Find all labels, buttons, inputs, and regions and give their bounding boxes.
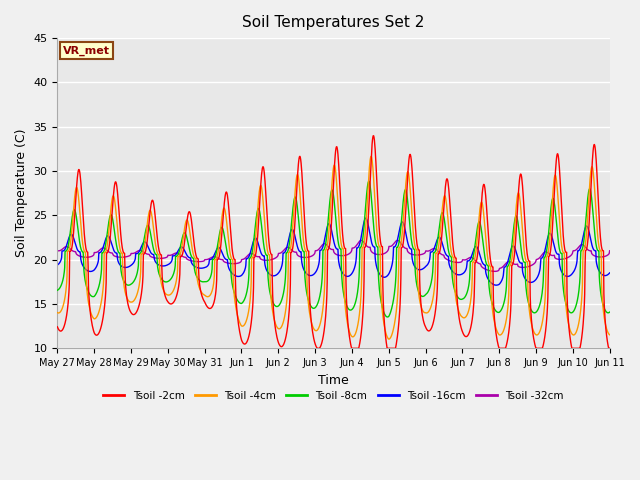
X-axis label: Time: Time bbox=[318, 373, 349, 386]
Y-axis label: Soil Temperature (C): Soil Temperature (C) bbox=[15, 129, 28, 257]
Text: VR_met: VR_met bbox=[63, 46, 110, 56]
Legend: Tsoil -2cm, Tsoil -4cm, Tsoil -8cm, Tsoil -16cm, Tsoil -32cm: Tsoil -2cm, Tsoil -4cm, Tsoil -8cm, Tsoi… bbox=[99, 387, 568, 405]
Title: Soil Temperatures Set 2: Soil Temperatures Set 2 bbox=[243, 15, 425, 30]
